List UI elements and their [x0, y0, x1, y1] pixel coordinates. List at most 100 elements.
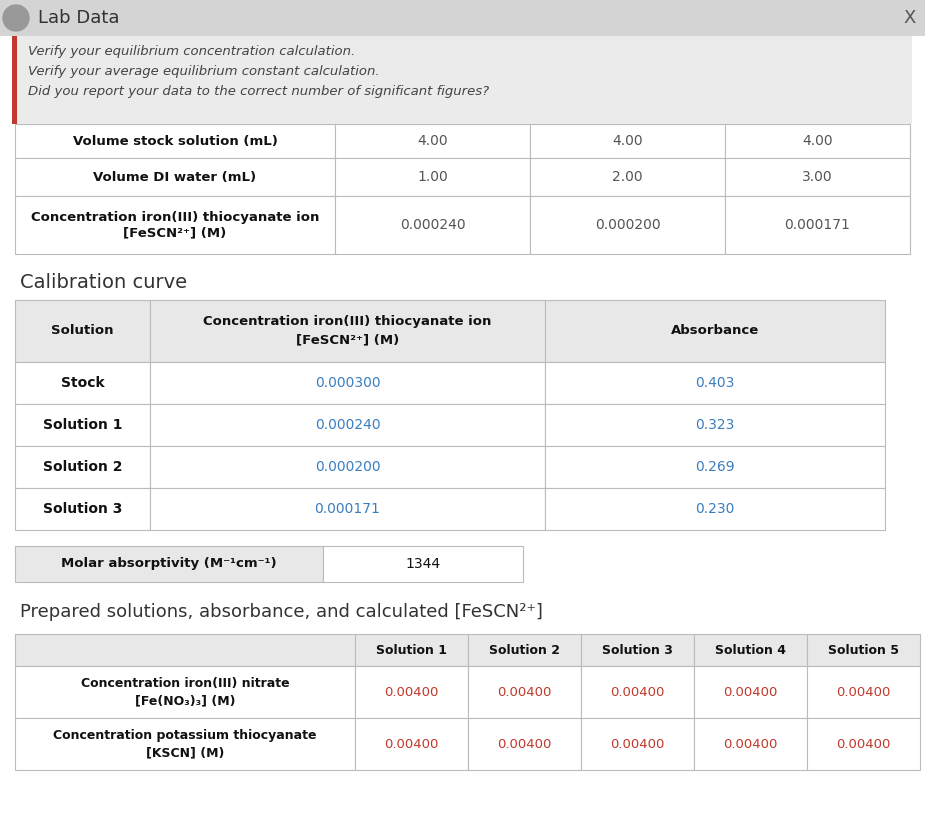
Text: 1344: 1344	[405, 557, 440, 571]
Text: X: X	[904, 9, 916, 27]
Bar	[468, 666, 581, 718]
Bar	[150, 404, 545, 446]
Text: 0.00400: 0.00400	[723, 738, 778, 750]
Bar	[150, 362, 545, 404]
Text: 0.000240: 0.000240	[400, 218, 465, 232]
Bar	[468, 634, 581, 666]
Text: 0.00400: 0.00400	[723, 685, 778, 699]
Bar	[15, 666, 355, 718]
Text: 4.00: 4.00	[802, 134, 832, 148]
Text: 0.00400: 0.00400	[498, 738, 551, 750]
Text: 0.000300: 0.000300	[314, 376, 380, 390]
Bar	[15, 634, 355, 666]
Bar	[530, 124, 725, 158]
Bar	[150, 446, 545, 488]
Text: 0.00400: 0.00400	[384, 685, 438, 699]
Bar	[468, 718, 581, 770]
Bar	[15, 546, 323, 582]
Bar	[12, 36, 912, 124]
Bar	[335, 196, 530, 254]
Text: 0.269: 0.269	[696, 460, 734, 474]
Text: Prepared solutions, absorbance, and calculated [FeSCN²⁺]: Prepared solutions, absorbance, and calc…	[20, 603, 543, 621]
Bar	[694, 718, 807, 770]
Bar	[694, 666, 807, 718]
Bar	[545, 446, 885, 488]
Bar	[725, 124, 910, 158]
Text: Volume DI water (mL): Volume DI water (mL)	[93, 171, 256, 183]
Text: 0.000171: 0.000171	[784, 218, 850, 232]
Text: 0.000171: 0.000171	[314, 502, 380, 516]
Text: Solution 3: Solution 3	[43, 502, 122, 516]
Bar	[323, 546, 523, 582]
Bar	[15, 300, 150, 362]
Text: 4.00: 4.00	[417, 134, 448, 148]
Bar	[581, 718, 694, 770]
Bar	[694, 634, 807, 666]
Text: 0.000200: 0.000200	[595, 218, 660, 232]
Bar	[12, 36, 17, 124]
Text: Solution 2: Solution 2	[489, 643, 560, 657]
Bar	[807, 634, 920, 666]
Bar	[355, 634, 468, 666]
Bar	[725, 158, 910, 196]
Bar	[335, 158, 530, 196]
Text: Solution 1: Solution 1	[43, 418, 122, 432]
Bar	[150, 488, 545, 530]
Bar	[335, 124, 530, 158]
Bar	[15, 718, 355, 770]
Bar	[545, 488, 885, 530]
Text: 0.403: 0.403	[696, 376, 734, 390]
Bar	[355, 666, 468, 718]
Text: [KSCN] (M): [KSCN] (M)	[146, 747, 224, 759]
Text: Solution 2: Solution 2	[43, 460, 122, 474]
Text: 0.00400: 0.00400	[384, 738, 438, 750]
Text: Absorbance: Absorbance	[671, 324, 759, 338]
Text: Concentration potassium thiocyanate: Concentration potassium thiocyanate	[54, 728, 316, 742]
Text: Did you report your data to the correct number of significant figures?: Did you report your data to the correct …	[28, 86, 489, 98]
Text: Stock: Stock	[61, 376, 105, 390]
Bar	[15, 446, 150, 488]
Bar	[581, 634, 694, 666]
Text: Lab Data: Lab Data	[38, 9, 119, 27]
Bar	[545, 404, 885, 446]
Bar	[0, 0, 925, 36]
Text: Concentration iron(III) thiocyanate ion: Concentration iron(III) thiocyanate ion	[31, 211, 319, 223]
Bar	[355, 718, 468, 770]
Text: Solution: Solution	[51, 324, 114, 338]
Text: Solution 1: Solution 1	[376, 643, 447, 657]
Text: Solution 3: Solution 3	[602, 643, 673, 657]
Bar	[581, 666, 694, 718]
Text: Solution 5: Solution 5	[828, 643, 899, 657]
Bar	[545, 362, 885, 404]
Text: 2.00: 2.00	[612, 170, 643, 184]
Text: 4.00: 4.00	[612, 134, 643, 148]
Text: Solution 4: Solution 4	[715, 643, 786, 657]
Text: 0.000200: 0.000200	[314, 460, 380, 474]
Bar	[15, 362, 150, 404]
Text: 0.323: 0.323	[696, 418, 734, 432]
Bar	[15, 158, 335, 196]
Text: 0.00400: 0.00400	[498, 685, 551, 699]
Bar	[725, 196, 910, 254]
Bar	[545, 300, 885, 362]
Text: [FeSCN²⁺] (M): [FeSCN²⁺] (M)	[296, 333, 399, 346]
Text: 0.000240: 0.000240	[314, 418, 380, 432]
Text: 0.00400: 0.00400	[610, 685, 665, 699]
Bar	[15, 124, 335, 158]
Circle shape	[3, 5, 29, 31]
Text: Molar absorptivity (M⁻¹cm⁻¹): Molar absorptivity (M⁻¹cm⁻¹)	[61, 558, 277, 570]
Text: [FeSCN²⁺] (M): [FeSCN²⁺] (M)	[123, 227, 227, 239]
Text: [Fe(NO₃)₃] (M): [Fe(NO₃)₃] (M)	[135, 695, 235, 707]
Bar	[150, 300, 545, 362]
Bar	[15, 488, 150, 530]
Text: 0.00400: 0.00400	[610, 738, 665, 750]
Bar	[807, 718, 920, 770]
Text: 0.00400: 0.00400	[836, 685, 891, 699]
Text: 1.00: 1.00	[417, 170, 448, 184]
Text: Verify your average equilibrium constant calculation.: Verify your average equilibrium constant…	[28, 66, 379, 78]
Bar	[15, 404, 150, 446]
Bar	[530, 196, 725, 254]
Text: Concentration iron(III) nitrate: Concentration iron(III) nitrate	[80, 676, 290, 690]
Text: Verify your equilibrium concentration calculation.: Verify your equilibrium concentration ca…	[28, 45, 355, 59]
Text: Volume stock solution (mL): Volume stock solution (mL)	[72, 134, 278, 148]
